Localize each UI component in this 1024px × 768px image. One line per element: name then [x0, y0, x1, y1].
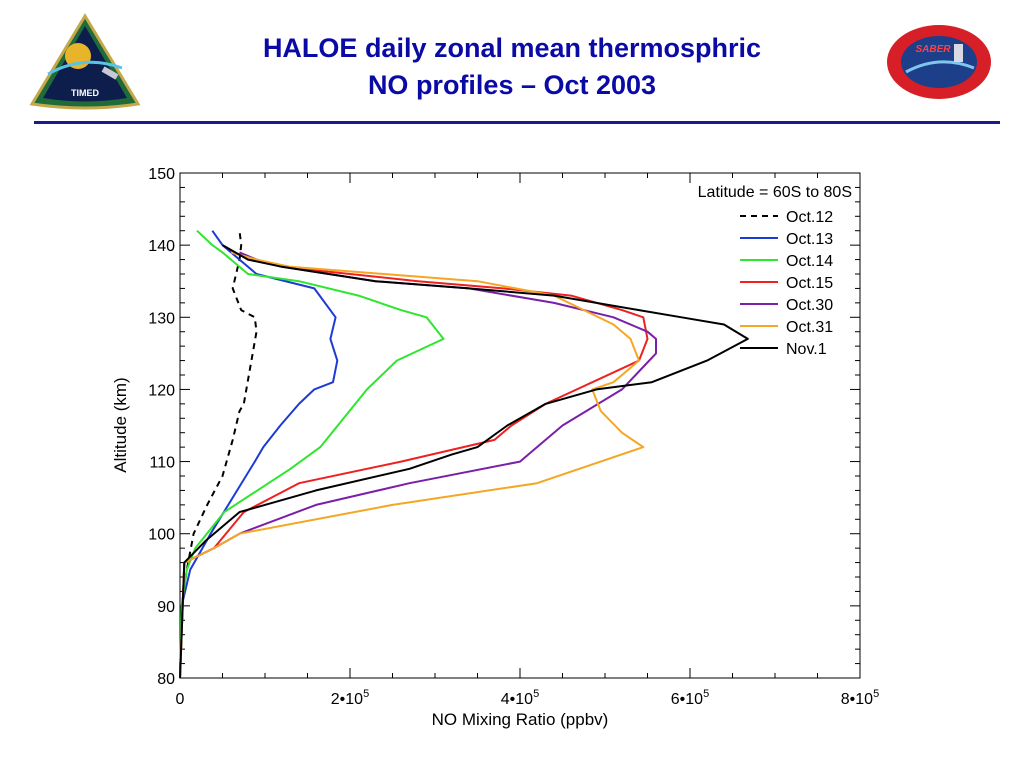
legend-label: Oct.13	[786, 231, 833, 248]
x-tick-label: 4•105	[501, 688, 539, 708]
title-line-2: NO profiles – Oct 2003	[367, 70, 657, 100]
x-axis: 0 2•105 4•105 6•105 8•105	[176, 173, 879, 708]
y-tick-label: 130	[148, 310, 175, 327]
logo-swoosh	[905, 60, 975, 74]
logo-instrument	[954, 44, 963, 62]
series-line-nov1	[179, 244, 749, 679]
slide-header: TIMED HALOE daily zonal mean thermosphri…	[0, 0, 1024, 130]
legend-label: Oct.14	[786, 253, 833, 270]
y-tick-label: 140	[148, 238, 175, 255]
series-line-oct31	[179, 251, 645, 679]
y-axis: 80 90 100 110 120 130 140 150	[148, 166, 860, 688]
logo-orbit	[47, 60, 123, 76]
y-tick-label: 80	[157, 671, 175, 688]
y-tick-label: 100	[148, 527, 175, 544]
legend-label: Oct.12	[786, 209, 833, 226]
legend-label: Oct.30	[786, 297, 833, 314]
legend-label: Nov.1	[786, 341, 827, 358]
left-logo-text: TIMED	[71, 88, 99, 98]
legend: Latitude = 60S to 80S Oct.12 Oct.13 Oct.14…	[698, 184, 852, 358]
legend-title: Latitude = 60S to 80S	[698, 184, 852, 201]
y-tick-label: 120	[148, 382, 175, 399]
logo-satellite	[101, 66, 119, 80]
legend-label: Oct.31	[786, 319, 833, 336]
y-axis-label: Altitude (km)	[111, 377, 130, 472]
legend-label: Oct.15	[786, 275, 833, 292]
series-line-oct12	[179, 230, 258, 679]
y-tick-label: 110	[149, 455, 175, 472]
x-tick-label: 0	[176, 691, 185, 708]
right-logo-text: SABER	[915, 44, 951, 55]
x-axis-label: NO Mixing Ratio (ppbv)	[432, 710, 609, 729]
plot-frame	[179, 172, 861, 679]
page-title: HALOE daily zonal mean thermosphric NO p…	[180, 30, 844, 104]
timed-mission-logo: TIMED	[29, 13, 141, 110]
no-profile-chart: 0 2•105 4•105 6•105 8•105 80 90 100 110 120 130 14…	[111, 166, 879, 729]
saber-instrument-logo: SABER	[887, 25, 991, 99]
series-lines	[179, 229, 749, 679]
y-tick-label: 90	[157, 599, 175, 616]
x-tick-label: 2•105	[331, 688, 369, 708]
header-rule	[34, 121, 1000, 124]
x-tick-label: 6•105	[671, 688, 709, 708]
title-line-1: HALOE daily zonal mean thermosphric	[262, 33, 762, 63]
y-tick-label: 150	[148, 166, 175, 183]
x-tick-label: 8•105	[841, 688, 879, 708]
